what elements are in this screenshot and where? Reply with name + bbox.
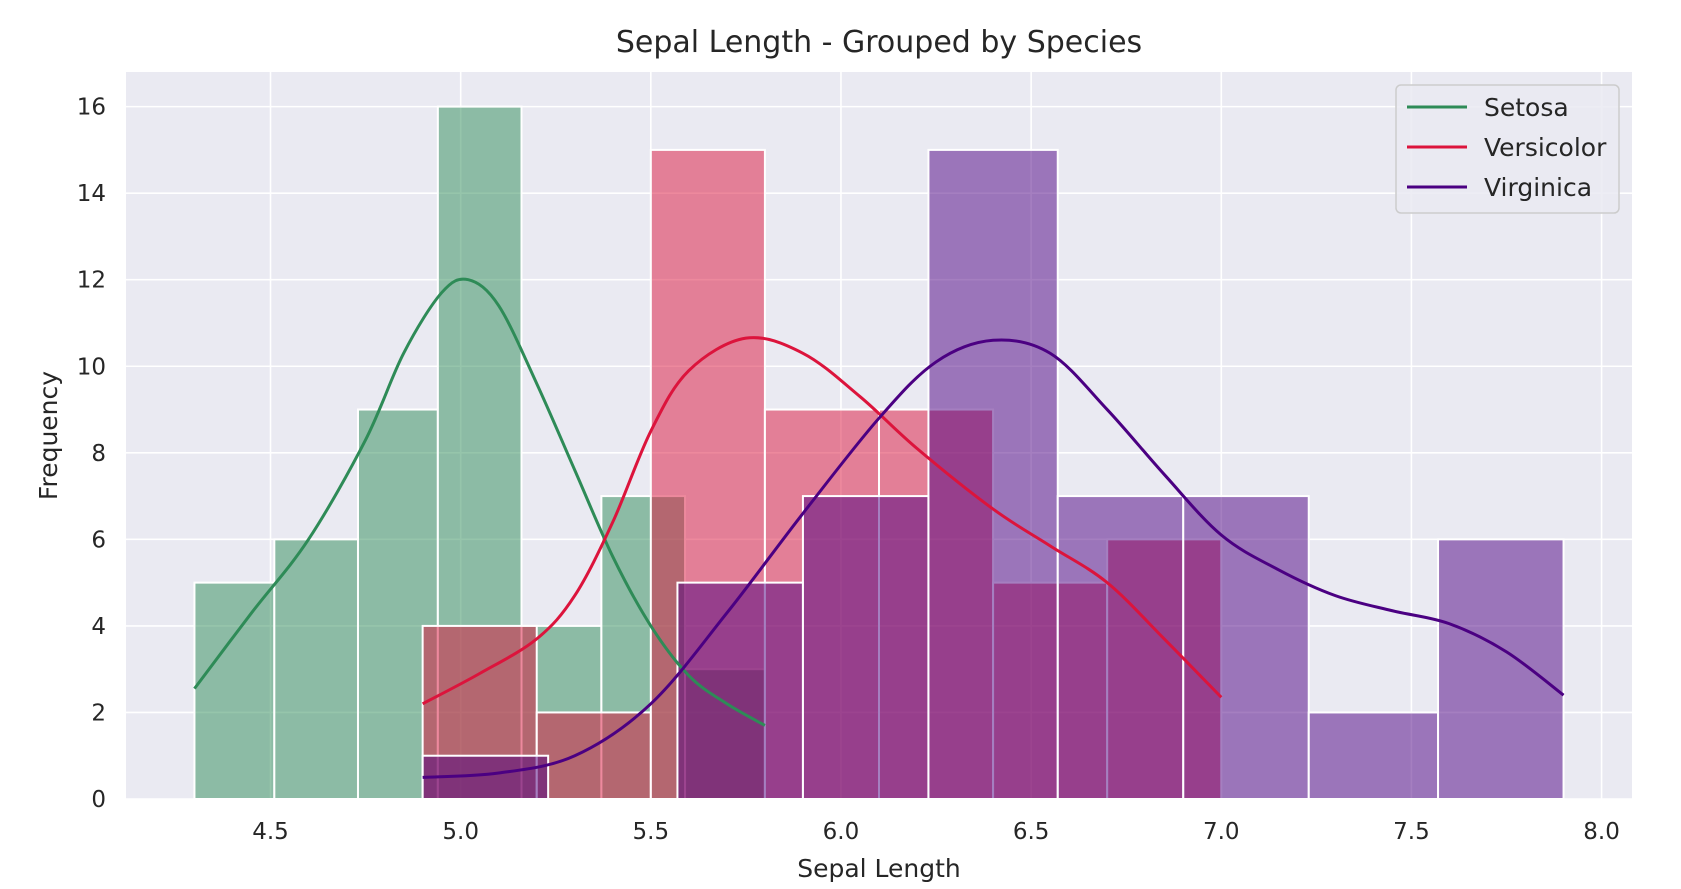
x-tick-label: 5.5 — [633, 819, 670, 845]
virginica-bar — [676, 581, 804, 801]
y-tick-label: 4 — [91, 614, 106, 640]
setosa-bar — [193, 581, 276, 801]
histogram-bars — [193, 105, 1565, 801]
y-tick-label: 6 — [91, 527, 106, 553]
y-axis-ticks: 0 2 4 6 8 10 12 14 16 — [77, 95, 106, 813]
legend-item-setosa: Setosa — [1407, 93, 1569, 122]
legend-label: Setosa — [1484, 93, 1569, 122]
y-tick-label: 14 — [77, 181, 106, 207]
y-tick-label: 16 — [77, 95, 106, 121]
x-tick-label: 4.5 — [252, 819, 289, 845]
y-tick-label: 2 — [91, 700, 106, 726]
legend-item-versicolor: Versicolor — [1407, 133, 1607, 162]
virginica-bar — [1437, 538, 1565, 800]
y-axis-label: Frequency — [34, 371, 63, 500]
setosa-bar — [273, 538, 359, 800]
x-tick-label: 5.0 — [442, 819, 479, 845]
y-tick-label: 8 — [91, 441, 106, 467]
setosa-kde-line — [193, 277, 766, 727]
virginica-bars — [421, 148, 1565, 801]
x-tick-label: 7.5 — [1393, 819, 1430, 845]
legend-item-virginica: Virginica — [1407, 173, 1592, 202]
virginica-bar — [1307, 711, 1440, 801]
y-tick-label: 0 — [91, 787, 106, 813]
legend-box — [1395, 84, 1620, 214]
virginica-kde-line — [422, 338, 1565, 779]
chart-title: Sepal Length - Grouped by Species — [616, 25, 1142, 60]
virginica-bar — [801, 495, 930, 800]
legend-label: Versicolor — [1484, 133, 1607, 162]
x-tick-label: 8.0 — [1583, 819, 1620, 845]
versicolor-bar — [535, 711, 652, 801]
versicolor-kde-line — [421, 336, 1223, 706]
y-tick-label: 12 — [77, 268, 106, 294]
kde-curves — [193, 277, 1565, 779]
legend-label: Virginica — [1484, 173, 1592, 202]
x-axis-label: Sepal Length — [797, 854, 961, 883]
x-tick-label: 7.0 — [1203, 819, 1240, 845]
legend: Setosa Versicolor Virginica — [1395, 84, 1620, 214]
virginica-bar — [1056, 495, 1185, 800]
x-tick-label: 6.5 — [1013, 819, 1050, 845]
y-tick-label: 10 — [77, 354, 106, 380]
virginica-bar — [1182, 495, 1310, 800]
x-tick-label: 6.0 — [823, 819, 860, 845]
x-axis-ticks: 4.5 5.0 5.5 6.0 6.5 7.0 7.5 8.0 — [252, 819, 1620, 845]
